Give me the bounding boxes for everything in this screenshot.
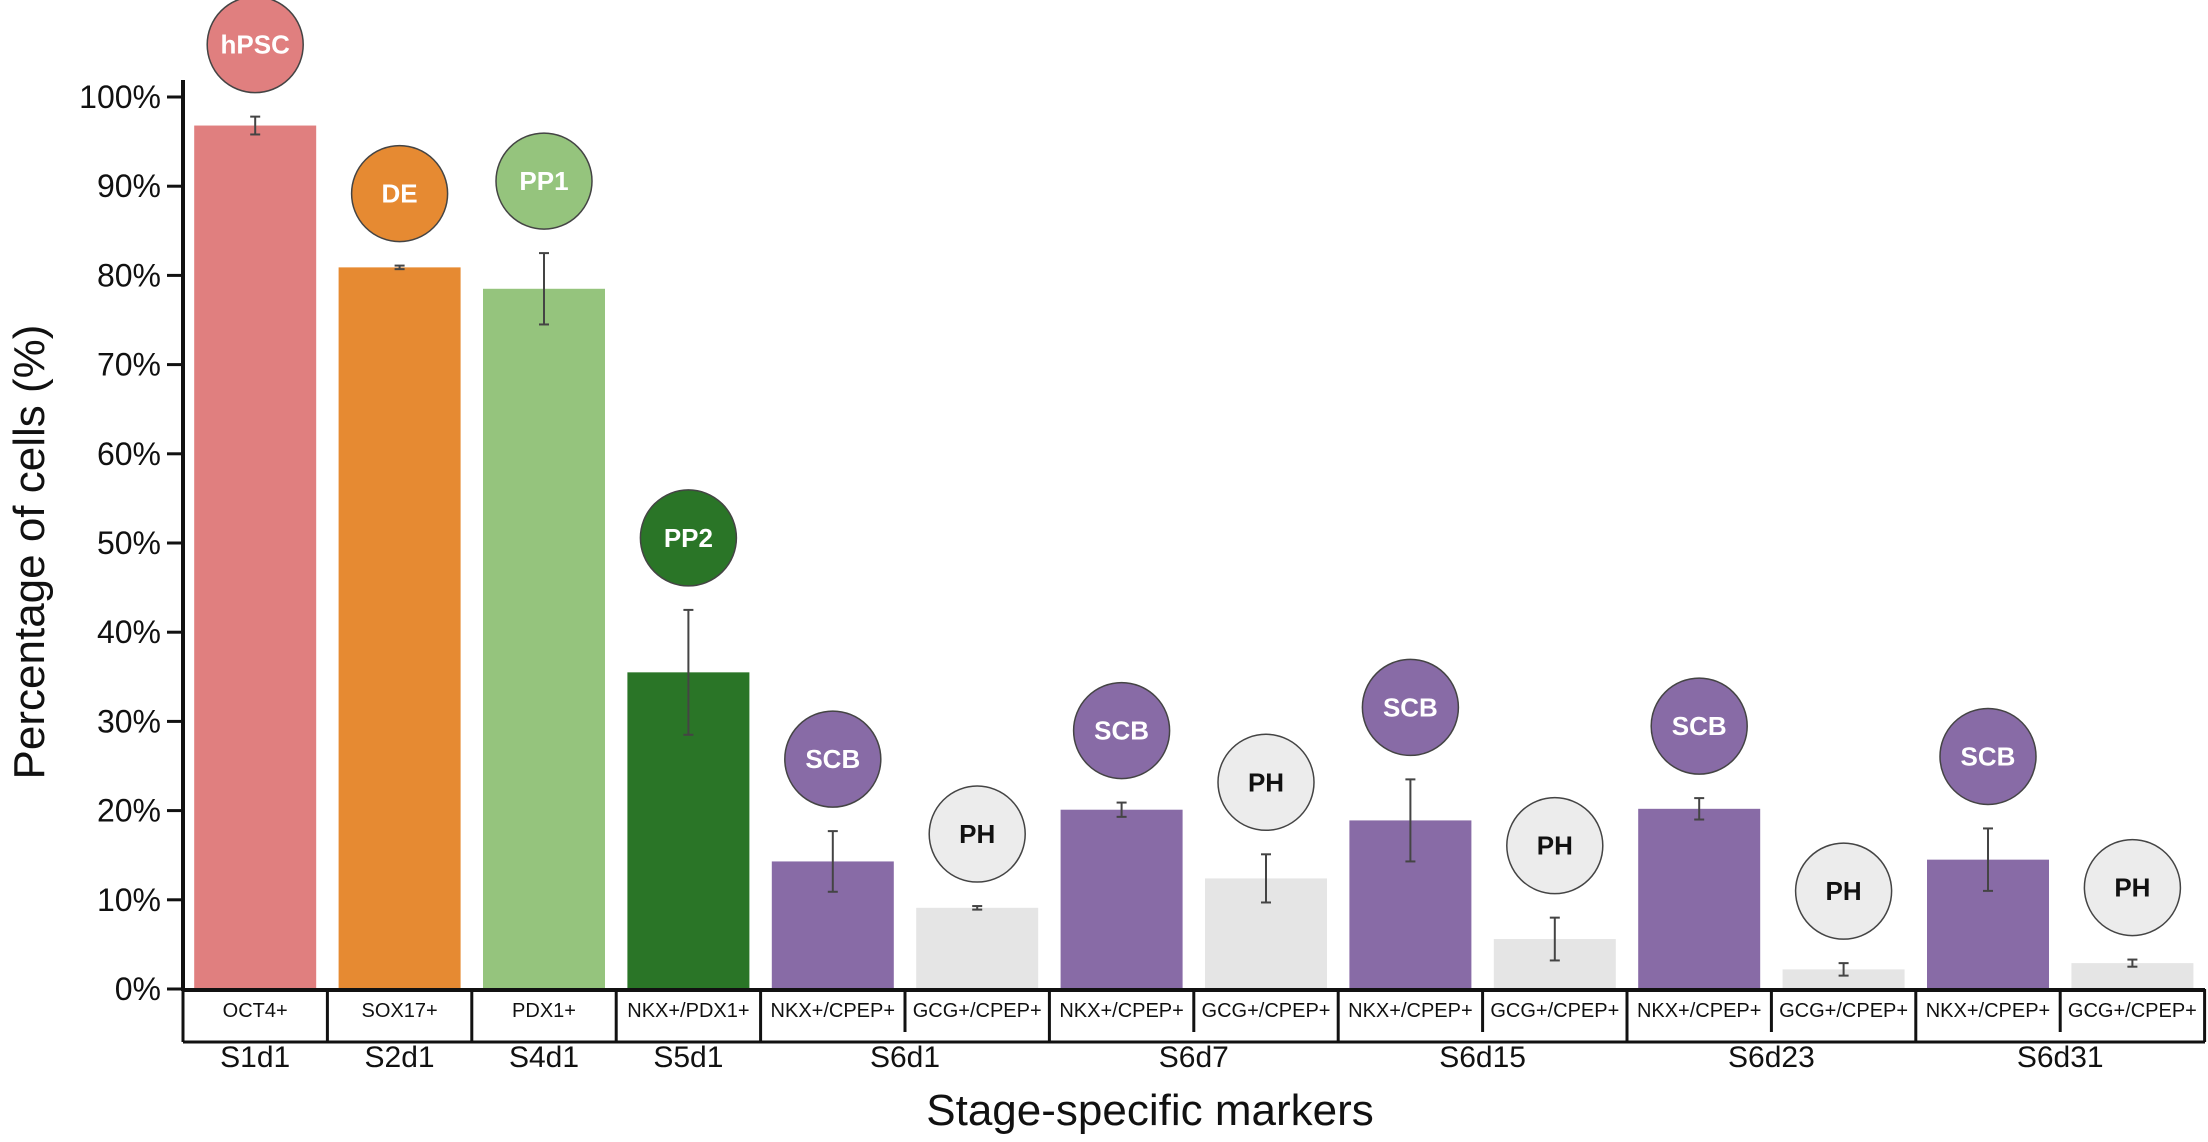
bar-S6d7-NKX+/CPEP+ bbox=[1060, 809, 1183, 989]
y-tick-label: 40% bbox=[97, 614, 161, 650]
stage-badge-SCB: SCB bbox=[1650, 677, 1748, 775]
badge-label: SCB bbox=[1383, 692, 1438, 722]
x-tick-label: GCG+/CPEP+ bbox=[2068, 1000, 2197, 1022]
y-tick-label: 30% bbox=[97, 703, 161, 739]
y-tick-label: 20% bbox=[97, 793, 161, 829]
y-tick-label: 80% bbox=[97, 257, 161, 293]
error-bar bbox=[2127, 958, 2138, 968]
x-axis: OCT4+ SOX17+ PDX1+ NKX+/PDX1+ NKX+/CPEP+ GCG+… bbox=[181, 988, 2207, 1074]
error-bar bbox=[1694, 797, 1705, 821]
x-tick-label: NKX+/CPEP+ bbox=[1348, 1000, 1473, 1022]
bar-S6d23-GCG+/CPEP+ bbox=[1782, 969, 1905, 989]
stage-label: S6d1 bbox=[870, 1041, 940, 1074]
error-bar bbox=[683, 608, 694, 736]
x-tick-label: NKX+/CPEP+ bbox=[771, 1000, 896, 1022]
error-bar bbox=[1261, 853, 1271, 904]
badge-label: DE bbox=[382, 179, 418, 209]
x-tick-label: NKX+/CPEP+ bbox=[1059, 1000, 1184, 1022]
y-tick-label: 0% bbox=[115, 971, 161, 1007]
y-tick-label: 60% bbox=[97, 436, 161, 472]
badge-label: PH bbox=[2114, 873, 2150, 903]
error-bar bbox=[394, 264, 405, 271]
bar-S4d1-PDX1+ bbox=[483, 288, 605, 989]
y-tick-label: 50% bbox=[97, 525, 161, 561]
stage-badge-PH: PH bbox=[1794, 842, 1893, 940]
bar-S2d1-SOX17+ bbox=[338, 267, 461, 989]
bar-S1d1-OCT4+ bbox=[194, 125, 317, 989]
y-tick-label: 70% bbox=[97, 347, 161, 383]
x-tick-label: GCG+/CPEP+ bbox=[1779, 1000, 1908, 1022]
x-axis-label: Stage-specific markers bbox=[926, 1086, 1373, 1135]
stage-badge-PH: PH bbox=[1217, 733, 1315, 832]
y-axis: 0% 10% 20% 30% 40% 50% 60% 70% 80% 90% 100% bbox=[79, 79, 185, 1007]
badge-label: PH bbox=[1826, 876, 1862, 906]
stage-badge-SCB: SCB bbox=[1939, 707, 2037, 806]
stage-badge-PH: PH bbox=[1506, 796, 1604, 895]
stage-label: S6d31 bbox=[2017, 1041, 2104, 1074]
stage-label: S4d1 bbox=[509, 1041, 579, 1074]
stage-badges: hPSC DE PP1 PP2 SCB PH SCB PH SCB PH SCB PH SCB PH bbox=[206, 0, 2182, 940]
x-tick-label: OCT4+ bbox=[223, 1000, 288, 1022]
bars-group bbox=[194, 115, 2194, 989]
error-bar bbox=[1983, 827, 1993, 892]
stage-badge-PP2: PP2 bbox=[639, 489, 738, 587]
badge-label: PH bbox=[1248, 767, 1284, 797]
error-bar bbox=[250, 115, 261, 136]
stage-label: S5d1 bbox=[653, 1041, 723, 1074]
stage-badge-hPSC: hPSC bbox=[206, 0, 304, 94]
badge-label: PH bbox=[1537, 831, 1573, 861]
x-tick-label: NKX+/PDX1+ bbox=[627, 1000, 749, 1022]
stage-badge-SCB: SCB bbox=[1361, 658, 1460, 757]
badge-label: SCB bbox=[805, 744, 860, 774]
error-bar bbox=[539, 252, 549, 326]
error-bar bbox=[1838, 962, 1849, 977]
stage-badge-PH: PH bbox=[2083, 838, 2182, 937]
stage-label: S1d1 bbox=[220, 1041, 290, 1074]
y-tick-label: 100% bbox=[79, 79, 161, 115]
stage-label: S2d1 bbox=[365, 1041, 435, 1074]
error-bar bbox=[827, 830, 838, 893]
stage-badge-SCB: SCB bbox=[784, 710, 882, 808]
stage-label: S6d23 bbox=[1728, 1041, 1815, 1074]
y-tick-label: 10% bbox=[97, 882, 161, 918]
error-bar bbox=[1405, 778, 1416, 863]
error-bar bbox=[972, 905, 983, 911]
bar-S6d23-NKX+/CPEP+ bbox=[1638, 808, 1761, 989]
x-tick-label: GCG+/CPEP+ bbox=[913, 1000, 1042, 1022]
x-tick-label: GCG+/CPEP+ bbox=[1202, 1000, 1331, 1022]
bar-S6d1-GCG+/CPEP+ bbox=[916, 907, 1039, 989]
badge-label: PP1 bbox=[519, 166, 568, 196]
error-bar bbox=[1549, 916, 1560, 962]
stage-label: S6d7 bbox=[1159, 1041, 1229, 1074]
error-bar bbox=[1116, 801, 1127, 818]
badge-label: SCB bbox=[1094, 716, 1149, 746]
badge-label: hPSC bbox=[221, 30, 291, 60]
stage-badge-SCB: SCB bbox=[1072, 681, 1171, 780]
x-tick-label: NKX+/CPEP+ bbox=[1926, 1000, 2051, 1022]
x-tick-label: PDX1+ bbox=[512, 1000, 576, 1022]
badge-label: PH bbox=[959, 819, 995, 849]
badge-label: SCB bbox=[1961, 741, 2016, 771]
stage-badge-DE: DE bbox=[350, 144, 449, 243]
stage-label: S6d15 bbox=[1439, 1041, 1526, 1074]
badge-label: PP2 bbox=[664, 523, 713, 553]
stage-badge-PP1: PP1 bbox=[495, 132, 593, 230]
y-axis-label: Percentage of cells (%) bbox=[5, 325, 54, 780]
stage-badge-PH: PH bbox=[928, 785, 1026, 883]
x-tick-label: SOX17+ bbox=[362, 1000, 438, 1022]
x-tick-label: NKX+/CPEP+ bbox=[1637, 1000, 1762, 1022]
badge-label: SCB bbox=[1672, 711, 1727, 741]
y-tick-label: 90% bbox=[97, 168, 161, 204]
x-tick-label: GCG+/CPEP+ bbox=[1490, 1000, 1619, 1022]
